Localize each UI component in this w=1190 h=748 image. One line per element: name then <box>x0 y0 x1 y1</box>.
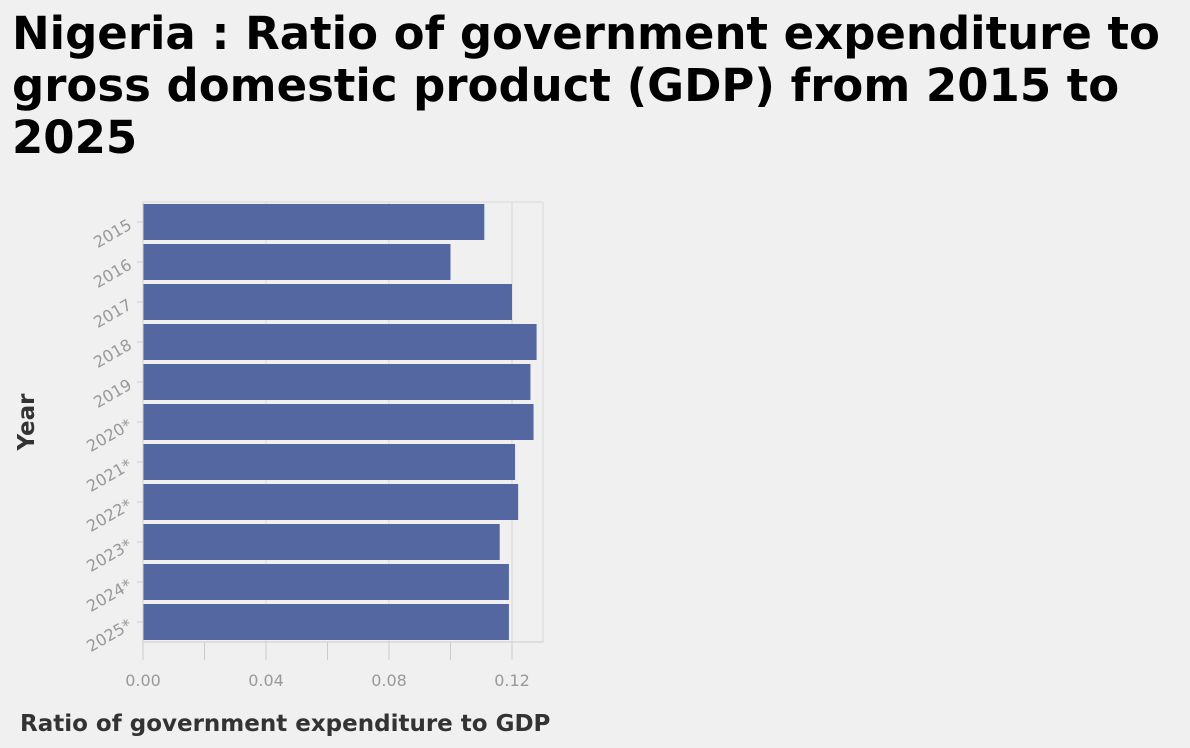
bar-2017 <box>143 284 512 320</box>
bar-2018 <box>143 324 537 360</box>
y-tick-label: 2017 <box>90 295 135 332</box>
bar-2015 <box>143 204 485 240</box>
x-tick-label: 0.04 <box>248 671 284 690</box>
y-tick-label: 2015 <box>90 215 135 252</box>
y-tick-label: 2023* <box>83 535 135 576</box>
bar-2019 <box>143 364 531 400</box>
bar-2025-est <box>143 604 509 640</box>
x-tick-label: 0.12 <box>494 671 530 690</box>
x-tick-label: 0.08 <box>371 671 407 690</box>
y-tick-label: 2020* <box>83 415 135 456</box>
x-tick-label: 0.00 <box>125 671 161 690</box>
bar-2021-est <box>143 444 516 480</box>
bars <box>143 204 537 640</box>
y-tick-label: 2019 <box>90 375 135 412</box>
y-tick-label: 2022* <box>83 495 135 536</box>
y-axis-title: Year <box>14 393 40 452</box>
x-axis-title: Ratio of government expenditure to GDP <box>20 711 550 737</box>
y-tick-label: 2018 <box>90 335 135 372</box>
bar-2016 <box>143 244 451 280</box>
bar-2023-est <box>143 524 500 560</box>
y-tick-label: 2025* <box>83 615 135 656</box>
bar-2020-est <box>143 404 534 440</box>
y-tick-label: 2024* <box>83 575 135 616</box>
bar-2022-est <box>143 484 519 520</box>
y-tick-label: 2016 <box>90 255 135 292</box>
bar-2024-est <box>143 564 509 600</box>
chart-title: Nigeria : Ratio of government expenditur… <box>12 7 1160 164</box>
y-tick-label: 2021* <box>83 455 135 496</box>
